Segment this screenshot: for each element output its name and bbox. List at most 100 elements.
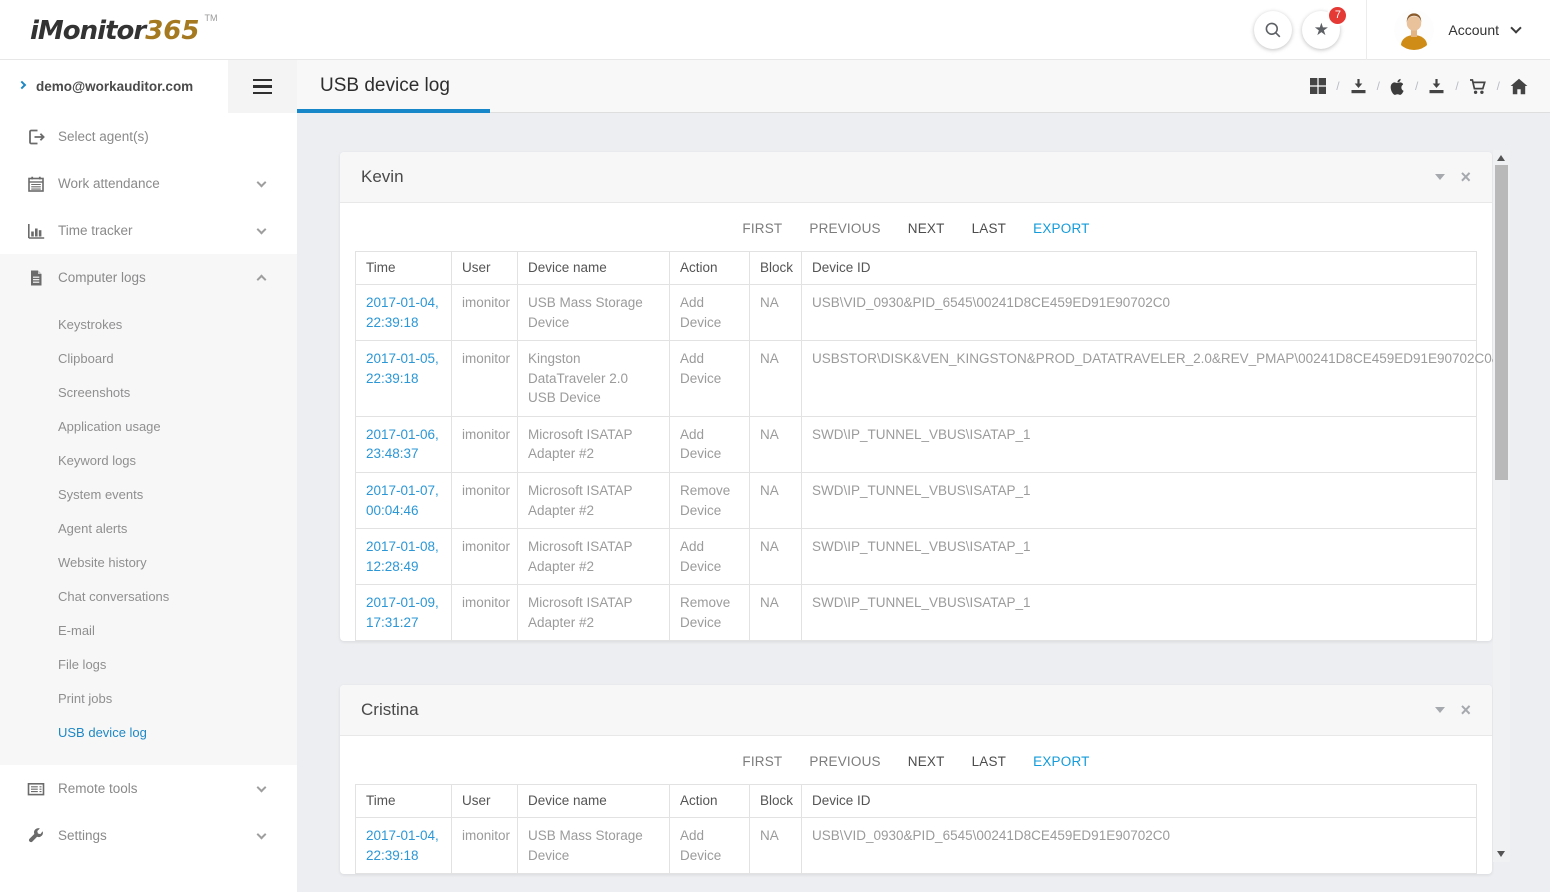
time-link[interactable]: 2017-01-06, 23:48:37	[366, 426, 439, 462]
sidebar-item-application-usage[interactable]: Application usage	[58, 418, 161, 434]
sidebar-item-settings[interactable]: Settings	[0, 812, 297, 859]
download-icon[interactable]	[1428, 78, 1445, 95]
menu-toggle-button[interactable]	[228, 60, 297, 113]
sidebar-item-work-attendance[interactable]: Work attendance	[0, 160, 297, 207]
column-header-user: User	[451, 784, 518, 819]
panel-title: Kevin	[361, 167, 404, 186]
time-link[interactable]: 2017-01-07, 00:04:46	[366, 482, 439, 518]
panel-header: Kevin ×	[340, 152, 1492, 203]
sidebar-account[interactable]: demo@workauditor.com	[0, 60, 228, 113]
device-id-cell: SWD\IP_TUNNEL_VBUS\ISATAP_1	[801, 415, 1477, 473]
toolbar-separator: /	[1414, 79, 1419, 93]
close-panel-icon[interactable]: ×	[1460, 167, 1471, 187]
panel-cristina: Cristina × FIRST PREVIOUS NEXT LAST EXPO…	[340, 685, 1492, 875]
device-id-cell: USB\VID_0930&PID_6545\00241D8CE459ED91E9…	[801, 283, 1477, 342]
device-id-cell: USB\VID_0930&PID_6545\00241D8CE459ED91E9…	[801, 817, 1477, 875]
home-icon[interactable]	[1510, 78, 1528, 95]
sidebar-item-website-history[interactable]: Website history	[58, 554, 147, 570]
column-header-device-id: Device ID	[801, 251, 1477, 285]
sidebar-item-chat-conversations[interactable]: Chat conversations	[58, 588, 170, 604]
topbar: iMonitor365 TM ★ 7	[0, 0, 1550, 60]
notification-badge: 7	[1327, 4, 1349, 26]
pager-export[interactable]: EXPORT	[1033, 754, 1090, 770]
pager-next[interactable]: NEXT	[907, 221, 945, 236]
column-header-device-id: Device ID	[801, 784, 1477, 819]
document-icon	[27, 269, 58, 287]
panel-header: Cristina ×	[340, 685, 1492, 737]
sidebar-item-keystrokes[interactable]: Keystrokes	[58, 316, 123, 332]
sidebar-item-remote-tools[interactable]: Remote tools	[0, 765, 297, 812]
cart-icon[interactable]	[1469, 78, 1487, 95]
collapse-panel-icon[interactable]	[1435, 707, 1446, 714]
sidebar-item-agent-alerts[interactable]: Agent alerts	[58, 520, 128, 536]
chevron-down-icon	[256, 782, 267, 792]
pagination: FIRST PREVIOUS NEXT LAST EXPORT	[340, 736, 1492, 784]
download-icon[interactable]	[1350, 78, 1367, 95]
scroll-down-arrow-icon[interactable]	[1497, 851, 1505, 857]
star-icon: ★	[1313, 20, 1330, 39]
toolbar-separator: /	[1496, 79, 1500, 93]
column-header-action: Action	[669, 251, 750, 285]
column-header-time: Time	[355, 251, 452, 285]
toolbar-separator: /	[1336, 79, 1340, 93]
sidebar-item-print-jobs[interactable]: Print jobs	[58, 690, 113, 706]
scroll-up-arrow-icon[interactable]	[1497, 155, 1505, 161]
bar-chart-icon	[27, 222, 58, 240]
search-button[interactable]	[1254, 10, 1293, 49]
time-link[interactable]: 2017-01-04, 22:39:18	[366, 828, 439, 863]
scrollbar-thumb[interactable]	[1495, 165, 1508, 480]
sidebar-nav: Select agent(s) Work attendance Time tra…	[0, 113, 297, 859]
pager-previous[interactable]: PREVIOUS	[809, 754, 881, 770]
sidebar-item-select-agents[interactable]: Select agent(s)	[0, 113, 297, 160]
search-icon	[1264, 21, 1282, 39]
time-link[interactable]: 2017-01-08, 12:28:49	[366, 539, 439, 574]
calendar-icon	[27, 175, 58, 193]
column-header-device-name: Device name	[517, 784, 670, 819]
sidebar-item-keyword-logs[interactable]: Keyword logs	[58, 452, 137, 468]
logo-text: iMonitor	[30, 16, 146, 46]
sidebar-item-email[interactable]: E-mail	[58, 622, 95, 638]
sidebar-item-screenshots[interactable]: Screenshots	[58, 384, 131, 400]
close-panel-icon[interactable]: ×	[1460, 700, 1471, 721]
chevron-down-icon	[1510, 22, 1522, 34]
pager-next[interactable]: NEXT	[907, 754, 945, 770]
time-link[interactable]: 2017-01-05, 22:39:18	[366, 351, 439, 386]
device-id-cell: SWD\IP_TUNNEL_VBUS\ISATAP_1	[801, 528, 1477, 586]
sidebar-item-computer-logs[interactable]: Computer logs	[0, 254, 297, 301]
sidebar-item-file-logs[interactable]: File logs	[58, 656, 107, 672]
sidebar-item-clipboard[interactable]: Clipboard	[58, 350, 114, 366]
logo-accent: 365	[145, 16, 200, 46]
favorites-button[interactable]: ★ 7	[1302, 4, 1349, 49]
sidebar-item-system-events[interactable]: System events	[58, 486, 144, 502]
account-menu[interactable]: Account	[1367, 0, 1550, 59]
logo-trademark: TM	[204, 13, 218, 23]
device-id-cell: SWD\IP_TUNNEL_VBUS\ISATAP_1	[801, 584, 1477, 642]
app-logo[interactable]: iMonitor365 TM	[0, 13, 217, 46]
pager-previous[interactable]: PREVIOUS	[809, 221, 881, 236]
sidebar-item-usb-device-log[interactable]: USB device log	[58, 724, 147, 740]
time-link[interactable]: 2017-01-09, 17:31:27	[366, 595, 439, 630]
usb-log-table: Time User Device name Action Block Devic…	[355, 784, 1477, 875]
tab-usb-device-log[interactable]: USB device log	[297, 60, 490, 113]
toolbar: / / / / /	[1310, 78, 1550, 95]
windows-icon[interactable]	[1310, 78, 1327, 94]
pager-export[interactable]: EXPORT	[1033, 221, 1090, 236]
sidebar-item-time-tracker[interactable]: Time tracker	[0, 207, 297, 254]
pager-first[interactable]: FIRST	[742, 221, 783, 236]
pagination: FIRST PREVIOUS NEXT LAST EXPORT	[340, 203, 1492, 251]
table-row: 2017-01-04, 22:39:18 imonitor USB Mass S…	[355, 283, 1477, 342]
pager-last[interactable]: LAST	[971, 221, 1007, 236]
apple-icon[interactable]	[1390, 78, 1405, 95]
account-label: Account	[1448, 21, 1499, 38]
vertical-scrollbar[interactable]	[1493, 150, 1510, 862]
chevron-right-icon	[17, 80, 27, 90]
table-row: 2017-01-07, 00:04:46 imonitor Microsoft …	[355, 471, 1477, 530]
collapse-panel-icon[interactable]	[1435, 174, 1446, 180]
select-agent-icon	[27, 128, 58, 146]
pager-first[interactable]: FIRST	[742, 754, 783, 770]
topbar-divider	[1366, 0, 1368, 60]
main-area: USB device log / / / /	[297, 60, 1550, 892]
pager-last[interactable]: LAST	[971, 754, 1007, 770]
table-header-row: Time User Device name Action Block Devic…	[355, 251, 1477, 285]
time-link[interactable]: 2017-01-04, 22:39:18	[366, 295, 439, 330]
